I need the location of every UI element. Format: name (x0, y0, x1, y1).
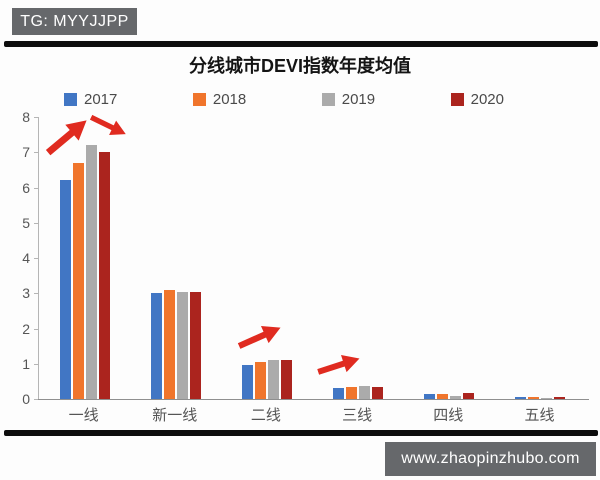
bar-2018-一线 (72, 162, 84, 399)
chart-legend: 2017 2018 2019 2020 (64, 90, 504, 108)
watermark-url: www.zhaopinzhubo.com (401, 450, 580, 467)
bar-2020-新一线 (189, 291, 201, 399)
bar-2020-五线 (554, 396, 566, 399)
y-tick-mark (34, 187, 38, 189)
x-axis-label-一线: 一线 (68, 407, 99, 424)
legend-label: 2017 (84, 90, 118, 108)
bar-2017-一线 (59, 180, 71, 399)
y-tick-label: 1 (22, 355, 30, 372)
legend-label: 2019 (341, 90, 376, 108)
y-tick-label: 7 (22, 144, 30, 161)
bar-2020-三线 (372, 387, 384, 399)
legend-item-2018: 2018 (192, 90, 247, 108)
y-tick-mark (34, 328, 38, 330)
bar-2019-新一线 (176, 291, 188, 399)
bar-2019-三线 (359, 386, 371, 399)
chart-title: 分线城市DEVI指数年度均值 (188, 56, 411, 76)
plot-area (38, 117, 586, 399)
x-axis-label-五线: 五线 (524, 407, 555, 424)
y-tick-mark (34, 222, 38, 224)
trend-arrow-sanxian-icon (315, 349, 364, 382)
trend-arrow-erxian-icon (235, 317, 286, 355)
bar-2017-三线 (333, 388, 345, 399)
y-tick-mark (34, 293, 38, 295)
legend-item-2017: 2017 (64, 91, 117, 108)
y-tick-label: 5 (22, 214, 30, 231)
bar-2018-四线 (437, 394, 449, 399)
y-tick-mark (34, 363, 38, 365)
legend-swatch-icon (450, 92, 464, 106)
bar-group-二线 (221, 359, 312, 399)
bar-2017-五线 (515, 396, 527, 399)
y-tick-mark (34, 117, 38, 118)
x-axis-labels: 一线 新一线 二线 三线 四线 五线 (38, 404, 585, 425)
y-tick-mark (34, 399, 38, 400)
bar-2018-二线 (254, 362, 266, 399)
top-divider-rule (4, 41, 598, 47)
y-tick-label: 0 (22, 391, 30, 407)
legend-label: 2018 (212, 90, 247, 108)
bar-2020-二线 (280, 360, 292, 399)
y-tick-label: 3 (22, 285, 30, 302)
bar-groups (39, 117, 586, 399)
legend-swatch-icon (321, 92, 335, 106)
bar-2017-新一线 (150, 293, 162, 399)
legend-swatch-icon (192, 92, 206, 106)
x-axis-line (38, 399, 589, 400)
y-tick-label: 2 (22, 320, 30, 337)
bar-2019-四线 (450, 395, 462, 399)
bar-group-五线 (495, 396, 586, 399)
bar-2018-三线 (346, 387, 358, 399)
legend-swatch-icon (64, 92, 77, 106)
bottom-divider-rule (4, 430, 598, 436)
legend-label: 2020 (470, 90, 504, 108)
bar-2020-一线 (98, 152, 110, 399)
bar-group-一线 (39, 145, 130, 399)
y-tick-mark (34, 258, 38, 259)
bar-2017-四线 (424, 394, 436, 399)
bar-group-三线 (313, 386, 404, 399)
bar-2019-五线 (541, 397, 553, 399)
bar-2019-一线 (85, 145, 97, 399)
x-axis-label-新一线: 新一线 (152, 407, 198, 424)
bar-2019-二线 (267, 359, 279, 399)
bar-2018-五线 (528, 396, 540, 399)
watermark-badge: www.zhaopinzhubo.com (385, 442, 596, 476)
x-axis-label-二线: 二线 (250, 407, 281, 424)
bar-2017-二线 (241, 364, 253, 399)
trend-arrow-yixian-up-icon (40, 110, 95, 162)
legend-item-2019: 2019 (321, 90, 376, 108)
x-axis-label-三线: 三线 (342, 407, 373, 424)
bar-2020-四线 (463, 393, 475, 399)
tg-channel-label: TG: MYYJJPP (20, 12, 129, 30)
trend-arrow-yixian-down-icon (87, 108, 132, 144)
bar-group-四线 (404, 393, 495, 399)
x-axis-label-四线: 四线 (433, 407, 464, 424)
y-tick-mark (34, 152, 38, 154)
y-tick-label: 6 (22, 179, 30, 196)
bar-group-新一线 (130, 290, 221, 399)
y-tick-label: 8 (22, 109, 30, 125)
tg-channel-badge: TG: MYYJJPP (12, 8, 137, 35)
y-tick-label: 4 (22, 250, 30, 266)
bar-2018-新一线 (163, 290, 175, 399)
legend-item-2020: 2020 (450, 90, 504, 108)
